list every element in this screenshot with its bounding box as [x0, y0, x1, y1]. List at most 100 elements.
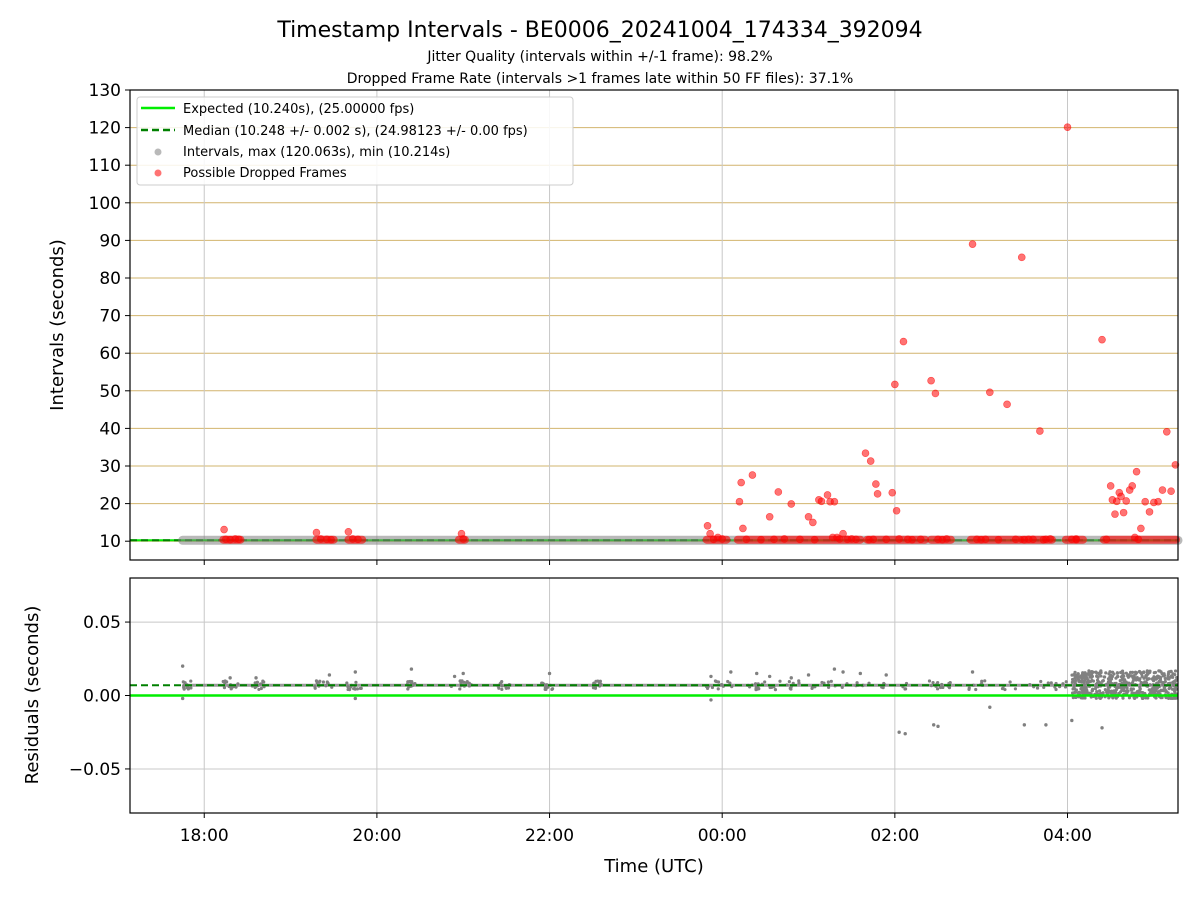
residual-point — [500, 680, 504, 684]
legend-dropped-label: Possible Dropped Frames — [183, 166, 347, 181]
residual-point — [773, 687, 778, 692]
residual-point — [1118, 690, 1123, 694]
dropped-frame-point — [703, 521, 712, 530]
residual-point — [1072, 673, 1076, 677]
residual-point — [929, 684, 933, 688]
legend-box — [136, 96, 574, 186]
residual-point — [927, 679, 932, 683]
dropped-frame-point — [1154, 497, 1162, 506]
residual-point — [826, 680, 830, 684]
residual-point — [1129, 674, 1133, 678]
residual-point — [940, 682, 944, 687]
residual-point — [221, 679, 225, 684]
residual-point — [1142, 670, 1146, 674]
residual-point — [1172, 696, 1176, 700]
dropped-frame-point — [1106, 482, 1115, 490]
intervals-y-ticks: 10 20 30 40 50 60 70 80 90 100 110 120 130 — [89, 81, 130, 552]
residual-point — [1070, 673, 1074, 677]
residual-point — [1166, 677, 1170, 681]
residual-point — [321, 680, 326, 684]
residual-point — [1079, 679, 1083, 683]
residual-point — [467, 681, 471, 685]
residual-point — [1133, 670, 1138, 674]
legend: Expected (10.240s), (25.00000 fps) Media… — [136, 96, 574, 186]
dropped-frame-point — [1017, 253, 1026, 262]
residuals-x-tick-label: 22:00 — [525, 826, 574, 846]
residuals-series — [130, 664, 1179, 736]
dropped-frame-point — [1112, 497, 1121, 506]
residual-point — [1070, 691, 1075, 695]
residual-point — [1116, 675, 1120, 679]
dropped-frame-point — [873, 490, 882, 498]
residual-point — [1013, 687, 1018, 691]
intervals-y-tick-label: 70 — [99, 307, 121, 327]
residual-point — [1095, 689, 1099, 694]
residual-point — [1145, 669, 1149, 673]
dropped-frame-point — [927, 376, 935, 385]
residual-outlier-point — [547, 671, 552, 676]
dropped-frame-point — [1111, 510, 1119, 518]
residual-point — [1108, 670, 1112, 674]
residual-outlier-point — [806, 673, 811, 677]
dropped-frame-point — [312, 528, 321, 537]
residual-point — [1162, 686, 1166, 690]
residual-point — [726, 679, 730, 684]
residual-point — [410, 680, 414, 684]
dropped-frame-point — [1171, 461, 1180, 469]
residual-point — [1150, 687, 1154, 691]
intervals-y-tick-label: 130 — [89, 81, 121, 101]
residual-point — [324, 683, 328, 688]
residual-point — [716, 680, 721, 684]
residual-point — [1115, 671, 1120, 675]
dropped-frames-series — [219, 123, 1180, 544]
figure-title: Timestamp Intervals - BE0006_20241004_17… — [276, 18, 922, 43]
residual-outlier-point — [709, 674, 713, 679]
residual-point — [1089, 674, 1093, 679]
residual-point — [1109, 676, 1113, 680]
dropped-frame-point — [735, 497, 744, 506]
residual-point — [1097, 671, 1101, 675]
residual-point — [352, 687, 356, 691]
residual-point — [1168, 681, 1172, 685]
residual-point — [259, 686, 263, 691]
dropped-frame-point — [830, 497, 839, 506]
residual-point — [1172, 682, 1176, 686]
residual-point — [822, 681, 826, 685]
residual-point — [464, 681, 469, 685]
intervals-y-tick-label: 90 — [99, 231, 121, 251]
residual-point — [1110, 670, 1115, 674]
figure-subtitle-jitter: Jitter Quality (intervals within +/-1 fr… — [426, 49, 772, 65]
residual-point — [1099, 674, 1103, 678]
residuals-y-tick-label: 0.00 — [83, 687, 121, 707]
x-axis-label: Time (UTC) — [603, 856, 704, 877]
residual-point — [710, 685, 715, 690]
residuals-x-ticks: 18:00 20:00 22:00 00:00 02:00 04:00 — [180, 813, 1092, 846]
intervals-y-tick-label: 50 — [99, 382, 121, 402]
residual-point — [257, 687, 261, 692]
residual-point — [1120, 686, 1124, 690]
residual-outlier-point — [327, 673, 332, 677]
dropped-frame-point — [344, 527, 353, 536]
residual-point — [1039, 679, 1043, 684]
residual-point — [1121, 675, 1125, 679]
residual-point — [1098, 696, 1103, 700]
residual-point — [1157, 669, 1161, 673]
residual-point — [1126, 689, 1130, 693]
residual-point — [787, 679, 791, 684]
residual-point — [1003, 687, 1007, 692]
residual-point — [545, 683, 549, 687]
residual-point — [753, 682, 758, 686]
residual-point — [1124, 671, 1128, 675]
residual-point — [1164, 696, 1168, 700]
dropped-frame-point — [787, 500, 796, 508]
dropped-frame-point — [1036, 427, 1044, 435]
residuals-x-tick-label: 18:00 — [180, 826, 229, 846]
residual-point — [1159, 696, 1163, 700]
residual-point — [1106, 691, 1110, 695]
residual-point — [1119, 670, 1123, 675]
residual-point — [1173, 687, 1177, 691]
dropped-frame-point — [866, 457, 875, 465]
residual-point — [1169, 669, 1173, 673]
residual-point — [1042, 685, 1046, 690]
residual-point — [1101, 679, 1105, 683]
